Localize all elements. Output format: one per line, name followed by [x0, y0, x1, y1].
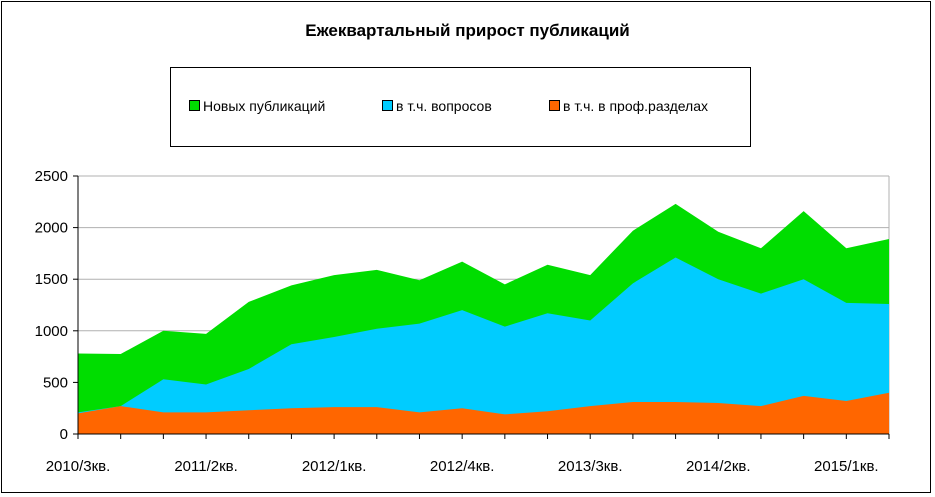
legend-label-new: Новых публикаций [203, 98, 326, 114]
legend-swatch-questions [382, 100, 393, 111]
y-tick-label-2500: 2500 [35, 168, 68, 185]
x-tick-label-18: 2015/1кв. [814, 458, 879, 475]
x-tick-label-15: 2014/2кв. [686, 458, 751, 475]
legend-item-questions: в т.ч. вопросов [382, 98, 492, 114]
area-series-1 [78, 257, 889, 434]
y-tick-labels: 0 500 1000 1500 2000 2500 [35, 168, 68, 443]
x-tick-label-9: 2012/4кв. [430, 458, 495, 475]
x-tick-labels: 2010/3кв. 2011/2кв. 2012/1кв. 2012/4кв. 2013… [46, 458, 879, 475]
series-areas [78, 203, 889, 434]
legend-item-prof: в т.ч. в проф.разделах [549, 98, 708, 114]
legend-label-prof: в т.ч. в проф.разделах [563, 98, 709, 114]
y-tick-label-500: 500 [43, 374, 68, 391]
axes [73, 175, 890, 439]
y-tick-label-0: 0 [60, 426, 68, 443]
x-tick-label-6: 2012/1кв. [302, 458, 367, 475]
chart-title: Ежеквартальный прирост публикаций [305, 21, 630, 40]
y-tick-label-1000: 1000 [35, 323, 68, 340]
chart-legend: Новых публикаций в т.ч. вопросов в т.ч. … [170, 67, 751, 147]
x-tick-label-0: 2010/3кв. [46, 458, 111, 475]
legend-swatch-new [189, 100, 200, 111]
area-series-2 [78, 392, 889, 434]
y-tick-label-2000: 2000 [35, 220, 68, 237]
y-tick-label-1500: 1500 [35, 271, 68, 288]
legend-label-questions: в т.ч. вопросов [396, 98, 492, 114]
x-tick-label-3: 2011/2кв. [174, 458, 237, 475]
legend-swatch-prof [549, 100, 560, 111]
legend-item-new: Новых публикаций [189, 98, 325, 114]
x-tick-label-12: 2013/3кв. [558, 458, 623, 475]
